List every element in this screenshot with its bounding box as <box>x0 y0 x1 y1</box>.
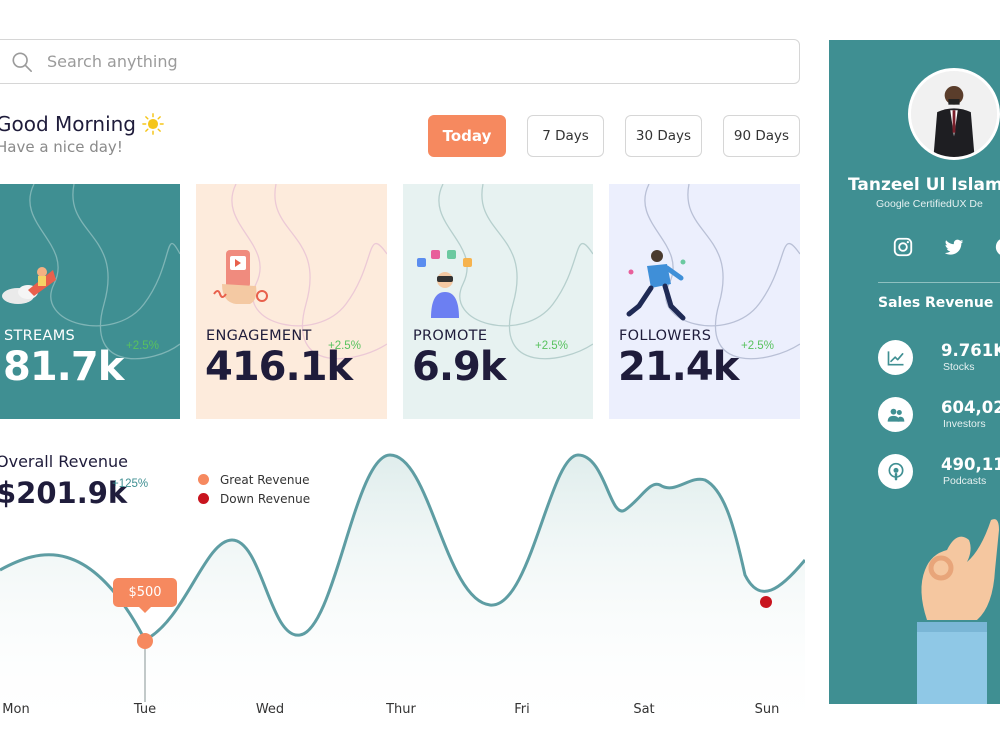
card-label: FOLLOWERS <box>619 328 712 344</box>
revenue-value: $201.9k <box>0 476 128 510</box>
legend-item-down: Down Revenue <box>198 489 310 508</box>
avatar[interactable] <box>908 68 1000 160</box>
stat-value-investors: 604,02 <box>941 398 1000 417</box>
vr-person-illustration-icon <box>417 250 472 318</box>
stat-icon-podcasts <box>878 454 913 489</box>
stat-label-investors: Investors <box>943 418 986 430</box>
profile-role: Google CertifiedUX De <box>876 198 983 210</box>
revenue-title: Overall Revenue <box>0 452 128 471</box>
stat-value-stocks: 9.761K <box>941 341 1000 360</box>
card-delta: +2.5% <box>535 340 568 352</box>
stat-label-stocks: Stocks <box>943 361 975 373</box>
phone-hand-illustration-icon <box>213 250 268 304</box>
revenue-line <box>0 453 805 643</box>
great-revenue-marker[interactable] <box>137 633 153 649</box>
card-value: 21.4k <box>618 344 739 390</box>
x-tick-thur: Thur <box>386 702 416 717</box>
card-wave-decoration <box>231 184 387 360</box>
x-tick-wed: Wed <box>255 702 285 717</box>
stat-card-promote[interactable]: PROMOTE 6.9k +2.5% <box>403 184 593 419</box>
revenue-area-fill <box>0 455 805 740</box>
chart-trend-icon <box>887 350 903 365</box>
card-wave-decoration <box>644 184 800 360</box>
running-person-illustration-icon <box>626 250 686 321</box>
range-7-days-button[interactable]: 7 Days <box>527 115 604 157</box>
down-revenue-marker[interactable] <box>760 596 772 608</box>
stat-value-podcasts: 490,110 <box>941 455 1000 474</box>
rocket-illustration-icon <box>2 267 56 304</box>
card-label: STREAMS <box>4 328 76 344</box>
x-tick-sun: Sun <box>754 702 780 717</box>
card-wave-decoration <box>438 184 593 360</box>
ok-hand-illustration-icon <box>917 519 999 704</box>
x-tick-fri: Fri <box>514 702 530 717</box>
stat-icon-investors <box>878 397 913 432</box>
stat-card-engagement[interactable]: ENGAGEMENT 416.1k +2.5% <box>196 184 387 419</box>
profile-divider <box>878 282 1000 283</box>
card-delta: +2.5% <box>741 340 774 352</box>
legend-item-great: Great Revenue <box>198 470 310 489</box>
card-wave-decoration <box>29 184 180 360</box>
profile-name: Tanzeel Ul Islam <box>848 175 1000 195</box>
card-value: 6.9k <box>412 344 506 390</box>
legend-label: Down Revenue <box>220 491 311 506</box>
card-label: ENGAGEMENT <box>206 328 312 344</box>
x-tick-mon: Mon <box>2 702 30 717</box>
legend-label: Great Revenue <box>220 472 310 487</box>
card-delta: +2.5% <box>126 340 159 352</box>
legend-dot-icon <box>198 493 209 504</box>
greeting-subtitle: Have a nice day! <box>0 138 123 156</box>
twitter-icon[interactable] <box>943 236 965 258</box>
stat-card-followers[interactable]: FOLLOWERS 21.4k +2.5% <box>609 184 800 419</box>
x-tick-sat: Sat <box>633 702 655 717</box>
stat-card-streams[interactable]: STREAMS 81.7k +2.5% <box>0 184 180 419</box>
card-delta: +2.5% <box>328 340 361 352</box>
x-tick-tue: Tue <box>133 702 157 717</box>
legend-dot-icon <box>198 474 209 485</box>
sun-icon <box>142 113 164 135</box>
stat-icon-stocks <box>878 340 913 375</box>
revenue-tooltip: $500 <box>113 578 177 613</box>
card-value: 81.7k <box>3 344 124 390</box>
revenue-legend: Great Revenue Down Revenue <box>198 470 310 508</box>
podcast-icon <box>888 462 903 480</box>
search-bar[interactable] <box>0 39 800 84</box>
instagram-icon[interactable] <box>892 236 914 258</box>
card-value: 416.1k <box>205 344 353 390</box>
profile-panel: Tanzeel Ul Islam Google CertifiedUX De S… <box>829 40 1000 704</box>
search-input[interactable] <box>47 52 747 71</box>
sales-revenue-title: Sales Revenue <box>878 295 994 311</box>
range-today-button[interactable]: Today <box>428 115 506 157</box>
revenue-line-chart <box>0 453 805 740</box>
greeting-title: Good Morning <box>0 112 164 136</box>
avatar-person-icon <box>911 71 997 157</box>
revenue-delta: +125% <box>112 478 149 490</box>
search-icon <box>12 51 32 72</box>
range-90-days-button[interactable]: 90 Days <box>723 115 800 157</box>
users-icon <box>887 408 904 422</box>
more-social-icon[interactable] <box>994 236 1000 258</box>
greeting-text: Good Morning <box>0 112 136 136</box>
stat-label-podcasts: Podcasts <box>943 475 987 487</box>
range-30-days-button[interactable]: 30 Days <box>625 115 702 157</box>
card-label: PROMOTE <box>413 328 488 344</box>
